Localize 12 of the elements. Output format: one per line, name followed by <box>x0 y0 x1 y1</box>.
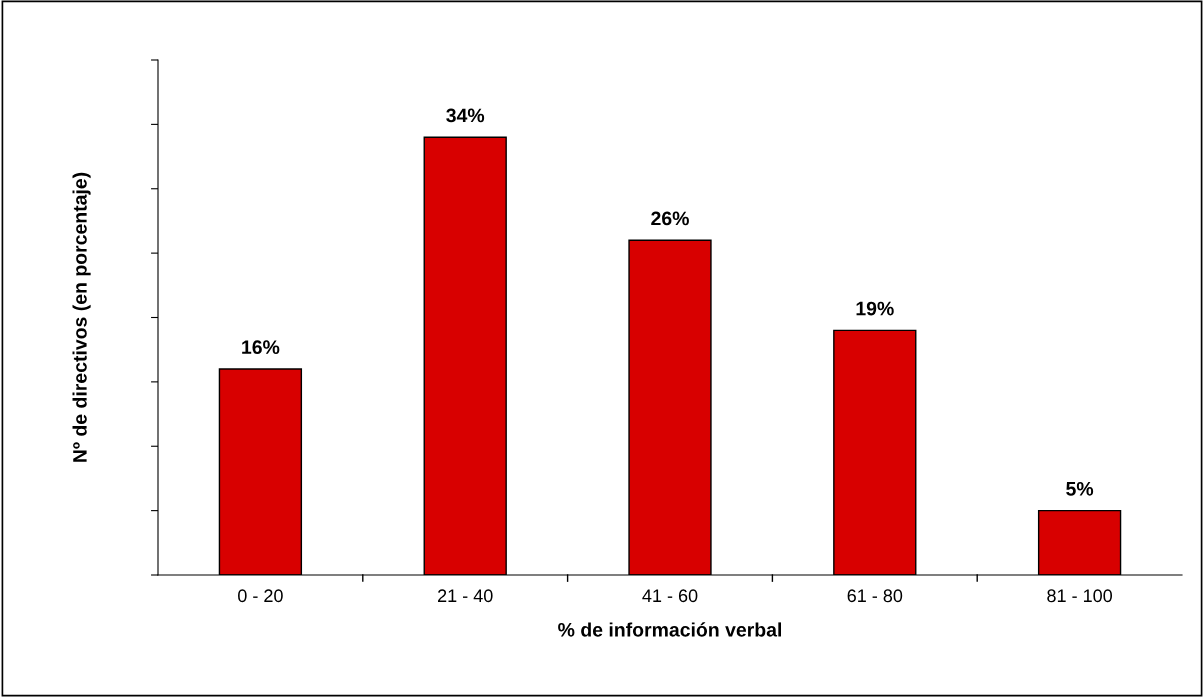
x-tick-label: 81 - 100 <box>1047 589 1113 603</box>
x-tick-label: 21 - 40 <box>438 589 493 603</box>
data-label: 26% <box>651 211 689 226</box>
data-label: 5% <box>1066 481 1094 496</box>
y-axis-title: Nº de directivos (en porcentaje) <box>72 172 91 462</box>
x-tick-label: 61 - 80 <box>847 589 903 603</box>
x-tick-label: 41 - 60 <box>642 589 698 603</box>
data-label: 34% <box>446 108 485 123</box>
x-axis-title: % de información verbal <box>558 622 781 637</box>
x-tick-label: 0 - 20 <box>238 589 283 603</box>
data-label: 19% <box>856 301 894 316</box>
data-label: 16% <box>242 340 280 355</box>
